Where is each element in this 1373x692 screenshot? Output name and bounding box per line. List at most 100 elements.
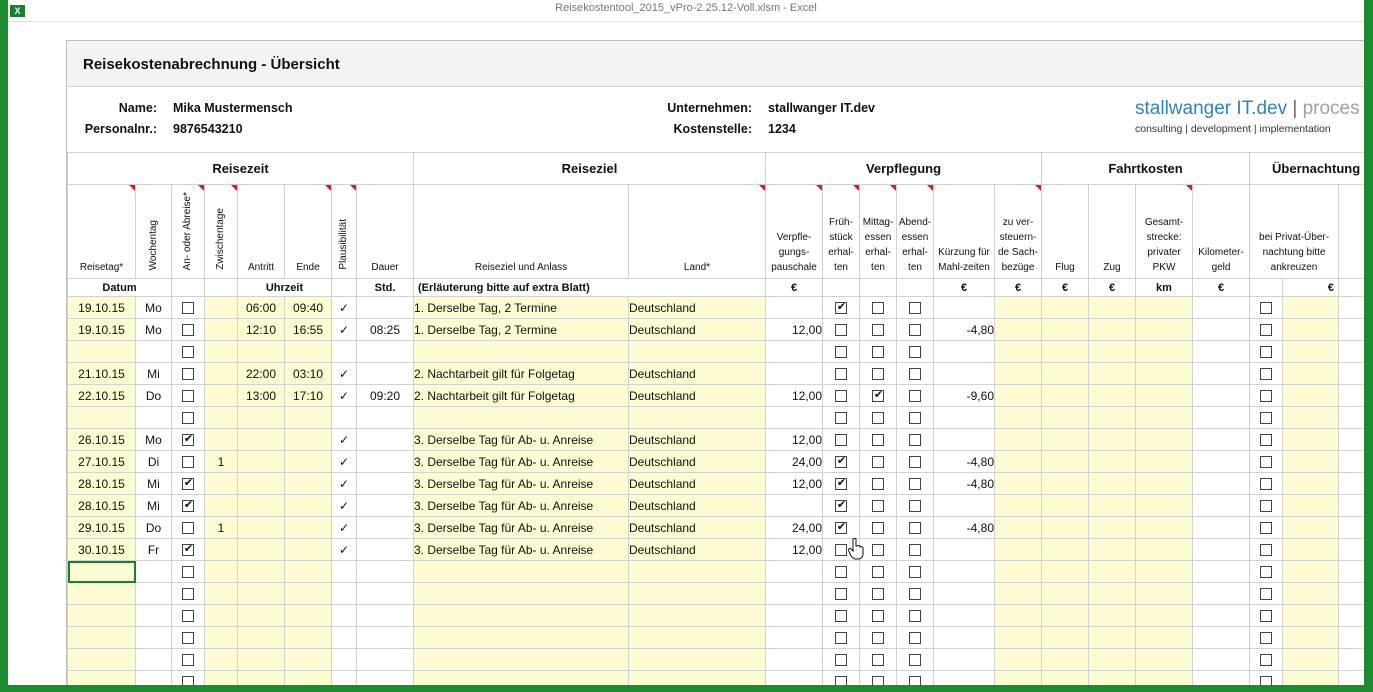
cell-privat-betrag[interactable] — [1282, 296, 1340, 319]
abend-cell[interactable] — [896, 318, 934, 341]
cell-date[interactable]: 30.10.15 — [67, 538, 136, 561]
cell-date[interactable] — [67, 406, 136, 429]
cell-date[interactable] — [67, 626, 136, 649]
cell-date[interactable]: 29.10.15 — [67, 516, 136, 539]
cell-sachbezuege[interactable] — [994, 318, 1042, 341]
mittag-checkbox[interactable] — [872, 434, 884, 447]
fruehstueck-cell[interactable] — [822, 472, 860, 495]
cell-flug[interactable] — [1041, 648, 1089, 671]
personal-number-value[interactable]: 9876543210 — [173, 122, 243, 136]
abend-checkbox[interactable] — [909, 390, 921, 403]
an-ab-cell[interactable] — [171, 648, 205, 671]
cell-anlass[interactable]: 3. Derselbe Tag für Ab- u. Anreise — [413, 472, 629, 495]
cell-hotel[interactable] — [1338, 582, 1364, 605]
cell-hotel[interactable] — [1338, 626, 1364, 649]
an-ab-checkbox[interactable] — [182, 588, 194, 601]
cell-start[interactable] — [237, 516, 285, 539]
cell-privat-betrag[interactable] — [1282, 340, 1340, 363]
cell-sachbezuege[interactable] — [994, 494, 1042, 517]
cell-anlass[interactable] — [413, 626, 629, 649]
fruehstueck-checkbox[interactable] — [835, 454, 847, 469]
cell-zwischentage[interactable] — [204, 362, 238, 385]
cell-land[interactable] — [628, 648, 766, 671]
cell-end[interactable] — [284, 472, 332, 495]
privat-cell[interactable] — [1249, 560, 1284, 583]
cell-day[interactable] — [135, 406, 172, 429]
abend-cell[interactable] — [896, 362, 934, 385]
mittag-checkbox[interactable] — [872, 368, 884, 381]
cell-day[interactable] — [135, 604, 172, 627]
cell-start[interactable] — [237, 494, 285, 517]
cell-zug[interactable] — [1088, 560, 1136, 583]
cell-anlass[interactable] — [413, 560, 629, 583]
cell-land[interactable] — [628, 340, 766, 363]
cell-sachbezuege[interactable] — [994, 406, 1042, 429]
cell-land[interactable] — [628, 670, 766, 685]
cell-start[interactable]: 12:10 — [237, 318, 285, 341]
cell-privat-betrag[interactable] — [1282, 384, 1340, 407]
cell-land[interactable]: Deutschland — [628, 384, 766, 407]
abend-checkbox[interactable] — [909, 346, 921, 359]
company-value[interactable]: stallwanger IT.dev — [768, 101, 875, 115]
fruehstueck-checkbox[interactable] — [835, 676, 847, 685]
cell-hotel[interactable] — [1338, 340, 1364, 363]
cell-hotel[interactable] — [1338, 538, 1364, 561]
privat-checkbox[interactable] — [1260, 324, 1273, 337]
abend-checkbox[interactable] — [909, 434, 921, 447]
an-ab-checkbox[interactable] — [182, 566, 194, 579]
cell-anlass[interactable] — [413, 582, 629, 605]
abend-checkbox[interactable] — [909, 522, 921, 535]
cell-sachbezuege[interactable] — [994, 450, 1042, 473]
cell-flug[interactable] — [1041, 604, 1089, 627]
an-ab-cell[interactable] — [171, 626, 205, 649]
cell-privat-betrag[interactable] — [1282, 670, 1340, 685]
cell-zwischentage[interactable] — [204, 340, 238, 363]
mittag-checkbox[interactable] — [872, 522, 884, 535]
fruehstueck-checkbox[interactable] — [835, 498, 847, 513]
an-ab-cell[interactable] — [171, 450, 205, 473]
cell-sachbezuege[interactable] — [994, 604, 1042, 627]
cell-anlass[interactable]: 2. Nachtarbeit gilt für Folgetag — [413, 362, 629, 385]
mittag-cell[interactable] — [859, 648, 897, 671]
cell-hotel[interactable] — [1338, 406, 1364, 429]
cell-land[interactable] — [628, 604, 766, 627]
cell-strecke[interactable] — [1135, 648, 1193, 671]
cell-end[interactable] — [284, 604, 332, 627]
mittag-cell[interactable] — [859, 472, 897, 495]
an-ab-checkbox[interactable] — [182, 654, 194, 667]
cell-hotel[interactable] — [1338, 318, 1364, 341]
cell-privat-betrag[interactable] — [1282, 626, 1340, 649]
cell-sachbezuege[interactable] — [994, 560, 1042, 583]
cell-land[interactable]: Deutschland — [628, 450, 766, 473]
fruehstueck-checkbox[interactable] — [835, 434, 847, 447]
fruehstueck-checkbox[interactable] — [835, 520, 847, 535]
cell-anlass[interactable]: 2. Nachtarbeit gilt für Folgetag — [413, 384, 629, 407]
cell-zug[interactable] — [1088, 516, 1136, 539]
mittag-cell[interactable] — [859, 670, 897, 685]
cell-sachbezuege[interactable] — [994, 472, 1042, 495]
cell-date[interactable]: 21.10.15 — [67, 362, 136, 385]
privat-checkbox[interactable] — [1260, 544, 1273, 557]
an-ab-checkbox[interactable] — [182, 456, 194, 469]
cell-flug[interactable] — [1041, 494, 1089, 517]
cell-date[interactable]: 28.10.15 — [67, 472, 136, 495]
cell-land[interactable] — [628, 560, 766, 583]
cell-zwischentage[interactable] — [204, 318, 238, 341]
cell-day[interactable] — [135, 648, 172, 671]
mittag-checkbox[interactable] — [872, 566, 884, 579]
mittag-cell[interactable] — [859, 494, 897, 517]
an-ab-cell[interactable] — [171, 428, 205, 451]
cell-flug[interactable] — [1041, 538, 1089, 561]
cell-zug[interactable] — [1088, 340, 1136, 363]
fruehstueck-checkbox[interactable] — [835, 390, 847, 403]
cell-start[interactable] — [237, 604, 285, 627]
cell-flug[interactable] — [1041, 670, 1089, 685]
cell-day[interactable]: Mi — [135, 472, 172, 495]
privat-cell[interactable] — [1249, 538, 1284, 561]
cell-flug[interactable] — [1041, 626, 1089, 649]
cell-land[interactable]: Deutschland — [628, 472, 766, 495]
cell-end[interactable] — [284, 582, 332, 605]
mittag-checkbox[interactable] — [872, 676, 884, 685]
fruehstueck-cell[interactable] — [822, 406, 860, 429]
cell-zwischentage[interactable] — [204, 428, 238, 451]
